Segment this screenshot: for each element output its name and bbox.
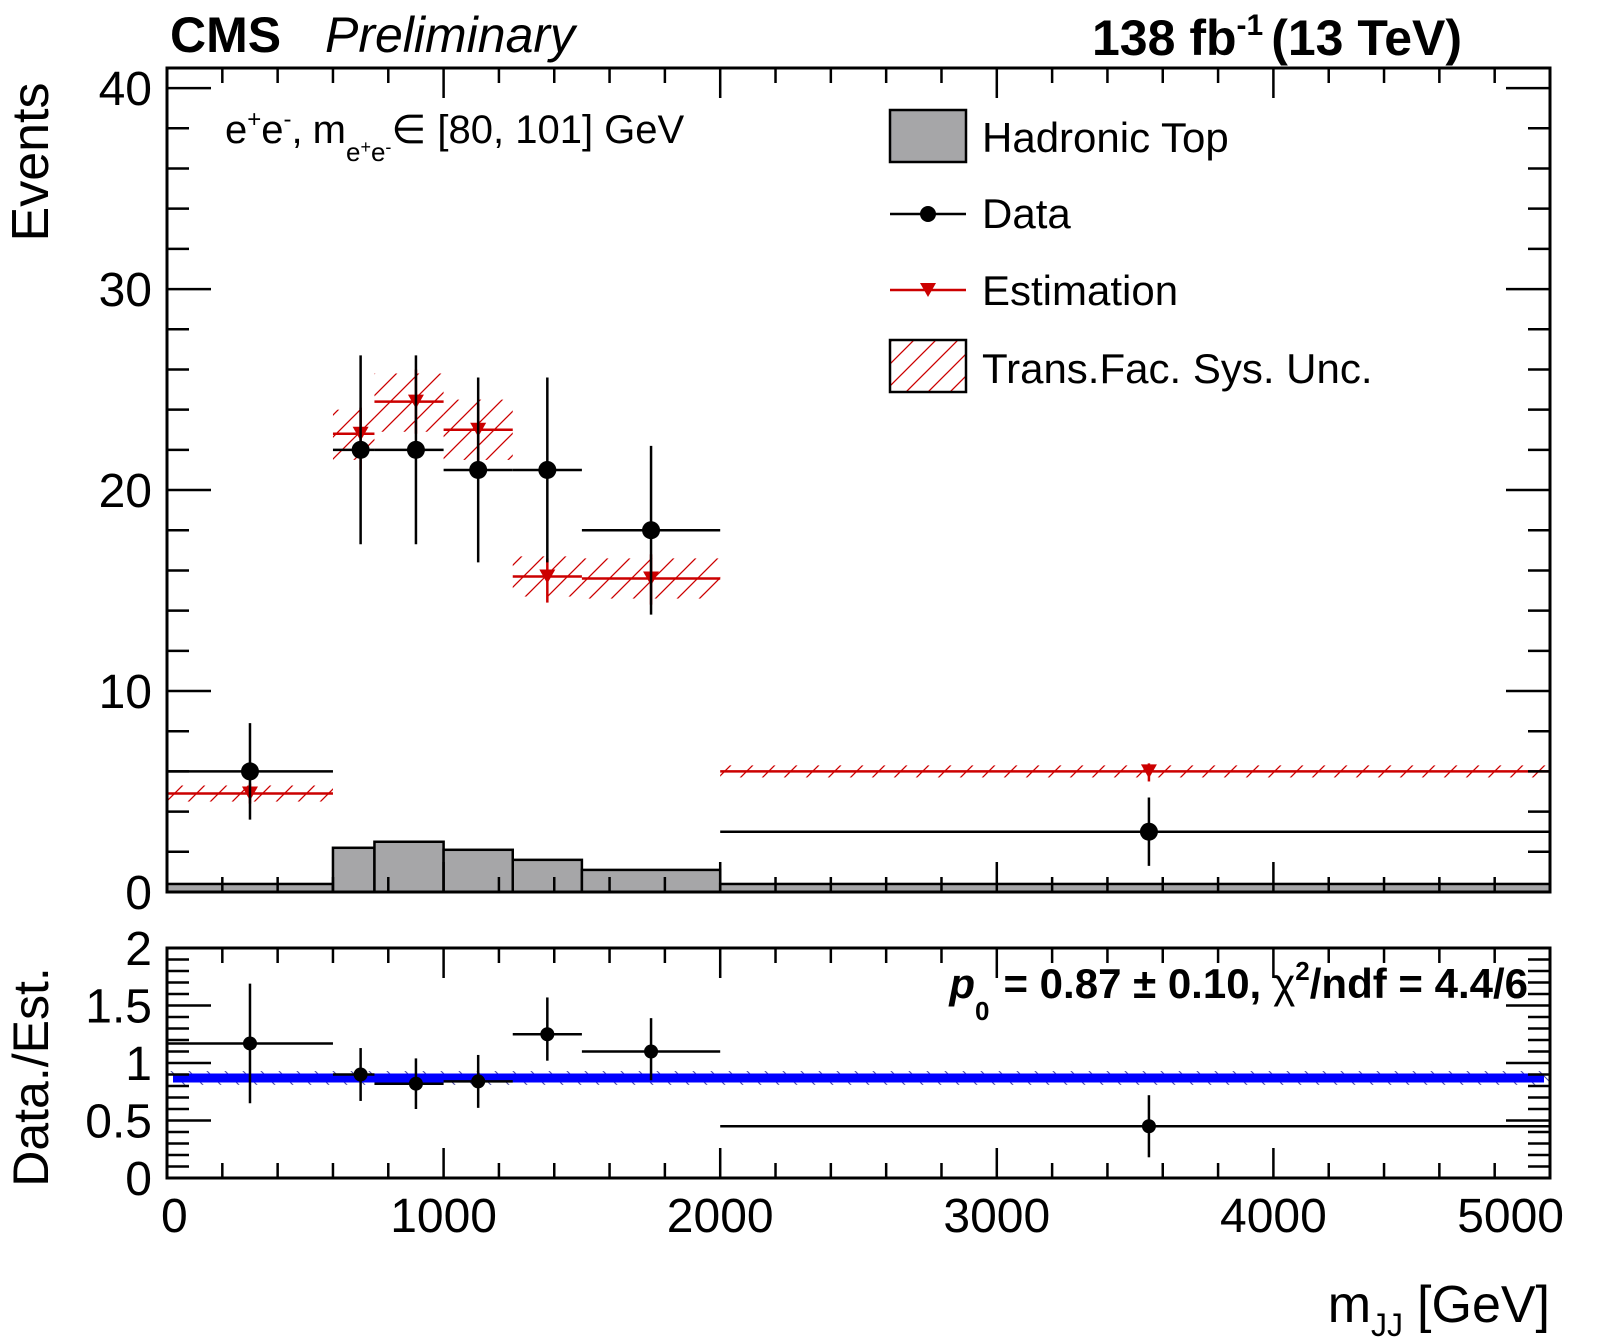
x-axis-title: mJJ [GeV] xyxy=(1328,1276,1550,1340)
y-axis-title: Events xyxy=(2,83,60,242)
estimation-series xyxy=(167,369,1550,804)
x-axis-symbol: m xyxy=(1328,1276,1371,1334)
mass-sub-minus: - xyxy=(385,137,391,157)
background-bar xyxy=(331,846,376,892)
experiment-label: CMS xyxy=(170,7,281,63)
luminosity-label: 138 fb-1 (13 TeV) xyxy=(1092,9,1462,66)
data-marker xyxy=(1139,822,1158,841)
mass-sub-e2: e xyxy=(371,137,385,167)
data-marker xyxy=(406,440,425,459)
data-marker xyxy=(351,440,370,459)
background-histogram xyxy=(167,840,1550,892)
main-y-tick-label: 30 xyxy=(99,264,152,317)
legend-data-label: Data xyxy=(982,190,1071,237)
legend-syst-swatch xyxy=(888,338,968,394)
legend-data-marker xyxy=(920,206,936,222)
ratio-y-tick-label: 1.5 xyxy=(85,981,152,1034)
main-axis-ticks: 0 10 20 30 40 xyxy=(99,63,1552,920)
legend-estimation-label: Estimation xyxy=(982,267,1178,314)
mass-range: ∈ [80, 101] GeV xyxy=(391,108,684,152)
legend-estimation-marker xyxy=(920,283,936,297)
ratio-marker xyxy=(408,1076,423,1091)
ratio-marker xyxy=(353,1067,368,1082)
main-y-tick-label: 0 xyxy=(125,867,152,920)
lumi-value: 138 fb xyxy=(1092,10,1237,66)
data-marker xyxy=(240,762,259,781)
background-bar xyxy=(580,868,722,892)
chi-value: /ndf = 4.4/6 xyxy=(1310,960,1528,1007)
x-tick-label: 0 xyxy=(161,1190,188,1243)
main-frame xyxy=(165,66,1552,894)
mass-symbol: m xyxy=(313,108,346,152)
mass-sub-plus: + xyxy=(360,137,371,157)
channel-e1: e xyxy=(225,108,247,152)
x-axis-unit: [GeV] xyxy=(1417,1276,1550,1334)
data-marker xyxy=(538,460,557,479)
x-tick-label: 4000 xyxy=(1220,1190,1327,1243)
x-tick-label: 1000 xyxy=(390,1190,497,1243)
channel-plus-sup: + xyxy=(247,106,261,133)
ratio-marker xyxy=(540,1027,555,1042)
ratio-marker xyxy=(471,1074,486,1089)
estimation-marker xyxy=(539,569,556,584)
legend-hadronic-top-label: Hadronic Top xyxy=(982,114,1229,161)
background-bar xyxy=(442,848,515,892)
main-y-tick-label: 20 xyxy=(99,465,152,518)
main-y-tick-label: 10 xyxy=(99,666,152,719)
ratio-marker xyxy=(242,1036,257,1051)
x-tick-labels: 0 1000 2000 3000 4000 5000 xyxy=(161,1190,1564,1243)
ratio-y-tick-label: 1 xyxy=(125,1038,152,1091)
fit-result-label: p0 = 0.87 ± 0.10, χ2/ndf = 4.4/6 xyxy=(948,956,1528,1026)
ratio-panel: 00.511.52 Data./Est. p0= 0.87 ± 0.10, χ2/… xyxy=(3,923,1552,1206)
ratio-y-axis-title: Data./Est. xyxy=(3,967,59,1187)
status-label: Preliminary xyxy=(325,7,578,63)
x-tick-label: 2000 xyxy=(667,1190,774,1243)
legend-syst-label: Trans.Fac. Sys. Unc. xyxy=(982,345,1373,392)
ratio-plot-area xyxy=(167,983,1550,1158)
main-plot-area xyxy=(167,355,1550,892)
channel-e2: e xyxy=(261,108,283,152)
x-tick-label: 3000 xyxy=(943,1190,1050,1243)
x-axis-subscript: JJ xyxy=(1371,1307,1403,1340)
energy-label: (13 TeV) xyxy=(1271,10,1462,66)
ratio-marker xyxy=(644,1044,659,1059)
channel-minus-sup: - xyxy=(284,106,292,133)
ratio-y-tick-label: 0 xyxy=(125,1153,152,1206)
ratio-y-tick-label: 2 xyxy=(125,923,152,976)
syst-uncertainty-band xyxy=(167,373,1550,802)
channel-annotation: e+e-, me+e-∈ [80, 101] GeV xyxy=(225,106,685,167)
p-subscript: 0 xyxy=(975,996,989,1026)
background-bar xyxy=(373,840,445,892)
main-y-tick-label: 40 xyxy=(99,63,152,116)
channel-comma: , xyxy=(292,108,303,152)
legend: Hadronic Top Data Estimation Trans.Fac. … xyxy=(888,108,1373,394)
ratio-axis-ticks: 00.511.52 xyxy=(85,923,1552,1206)
data-marker xyxy=(469,460,488,479)
estimation-marker xyxy=(1140,764,1157,779)
data-marker xyxy=(642,521,661,540)
ratio-series xyxy=(167,983,1550,1158)
p-symbol: p xyxy=(948,960,975,1007)
mass-sub-e1: e xyxy=(346,137,360,167)
ratio-y-tick-label: 0.5 xyxy=(85,1096,152,1149)
legend-hadronic-top-swatch xyxy=(888,108,968,164)
x-tick-label: 5000 xyxy=(1457,1190,1564,1243)
background-bar xyxy=(511,858,584,892)
p-value: = 0.87 ± 0.10, xyxy=(1003,960,1261,1007)
data-series xyxy=(167,355,1550,866)
chi-superscript: 2 xyxy=(1295,956,1309,986)
chi-symbol: χ xyxy=(1273,960,1295,1007)
lumi-exponent: -1 xyxy=(1237,9,1264,42)
ratio-marker xyxy=(1141,1119,1156,1134)
